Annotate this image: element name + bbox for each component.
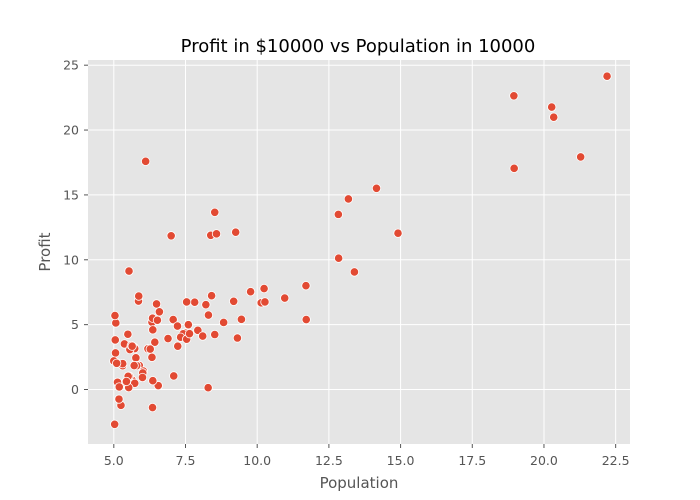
data-point — [211, 229, 222, 239]
data-point — [210, 329, 220, 340]
data-point — [201, 300, 211, 310]
data-point — [334, 253, 344, 263]
x-tick-label: 10.0 — [243, 453, 271, 468]
data-point — [182, 297, 192, 307]
y-tick-label: 10 — [63, 252, 79, 267]
data-point — [123, 329, 133, 339]
data-point — [127, 341, 137, 351]
data-point — [141, 156, 151, 166]
plot-area — [88, 60, 630, 444]
data-point — [549, 112, 559, 122]
gridlines — [88, 60, 630, 444]
data-point — [129, 360, 139, 371]
data-point — [393, 228, 403, 238]
y-axis-label: Profit — [36, 232, 54, 271]
data-point — [150, 337, 160, 347]
axis-ticks: 5.0 7.5 10.0 12.5 15.0 17.5 20.0 22.5 0 5 10 15 20 25 — [63, 58, 629, 468]
data-point — [547, 102, 557, 112]
chart-title: Profit in $10000 vs Population in 10000 — [181, 36, 536, 57]
y-tick-label: 5 — [71, 317, 79, 332]
data-point — [602, 71, 612, 81]
data-point — [280, 293, 290, 303]
data-point — [509, 163, 519, 173]
data-point — [259, 283, 269, 294]
data-point — [301, 314, 311, 325]
data-point — [172, 321, 183, 331]
data-point — [509, 91, 519, 101]
data-point — [173, 341, 183, 351]
data-point — [576, 152, 586, 162]
x-tick-label: 20.0 — [530, 453, 558, 468]
x-tick-label: 22.5 — [602, 453, 630, 468]
data-point — [210, 207, 220, 217]
data-point — [168, 314, 178, 325]
data-point — [203, 310, 214, 320]
data-point — [343, 194, 353, 204]
data-point — [163, 333, 173, 344]
data-point — [203, 383, 213, 393]
data-point — [114, 394, 124, 404]
data-point — [124, 266, 134, 276]
x-tick-label: 15.0 — [387, 453, 415, 468]
data-point — [190, 297, 200, 307]
data-point — [371, 183, 382, 193]
x-axis-label: Population — [320, 474, 399, 492]
data-point — [333, 209, 343, 219]
data-point — [301, 281, 311, 291]
data-point — [145, 344, 155, 354]
data-point — [152, 315, 162, 325]
data-point — [110, 348, 121, 358]
data-point — [349, 267, 360, 277]
x-tick-label: 17.5 — [458, 453, 486, 468]
data-point — [148, 376, 158, 386]
data-point — [131, 353, 141, 363]
data-point — [148, 325, 158, 335]
y-tick-label: 0 — [71, 382, 79, 397]
x-tick-label: 7.5 — [176, 453, 196, 468]
data-point — [183, 320, 193, 330]
data-point — [147, 352, 157, 362]
data-point — [231, 227, 241, 237]
data-point — [110, 310, 120, 321]
data-point — [137, 372, 148, 383]
data-point — [151, 299, 162, 309]
data-point — [229, 296, 239, 306]
data-point — [121, 376, 132, 387]
data-point — [236, 314, 247, 324]
y-tick-label: 20 — [63, 123, 79, 138]
data-points — [109, 71, 612, 429]
data-point — [260, 297, 270, 307]
data-point — [110, 419, 120, 429]
data-point — [232, 333, 243, 343]
data-point — [198, 331, 208, 341]
y-tick-label: 15 — [63, 187, 79, 202]
data-point — [206, 291, 217, 301]
data-point — [184, 329, 195, 339]
data-point — [246, 287, 256, 297]
data-point — [114, 382, 124, 392]
x-tick-label: 12.5 — [315, 453, 343, 468]
data-point — [147, 402, 158, 413]
data-point — [169, 371, 179, 381]
y-tick-label: 25 — [63, 58, 79, 73]
x-tick-label: 5.0 — [104, 453, 124, 468]
data-point — [112, 358, 122, 368]
data-point — [110, 335, 120, 345]
data-point — [166, 231, 176, 241]
data-point — [134, 291, 144, 301]
data-point — [219, 317, 229, 328]
data-point — [154, 307, 165, 317]
